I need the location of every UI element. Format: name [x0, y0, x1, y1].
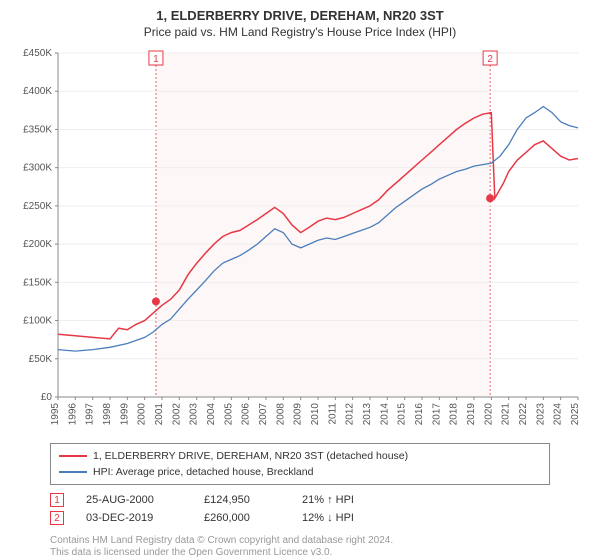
transaction-price: £260,000	[204, 512, 294, 524]
transaction-price: £124,950	[204, 494, 294, 506]
svg-text:2017: 2017	[431, 403, 442, 426]
svg-text:2015: 2015	[397, 403, 408, 426]
chart-legend: 1, ELDERBERRY DRIVE, DEREHAM, NR20 3ST (…	[50, 443, 550, 485]
svg-text:1: 1	[153, 54, 159, 65]
flag-badge: 2	[50, 511, 64, 525]
svg-text:£200K: £200K	[23, 239, 52, 250]
svg-text:2004: 2004	[206, 403, 217, 426]
chart-svg: £0 £50K £100K £150K £200K £250K £300K £350K £400…	[12, 47, 588, 437]
footnote-line: This data is licensed under the Open Gov…	[50, 547, 588, 559]
table-row: 1 25-AUG-2000 £124,950 21% ↑ HPI	[50, 491, 588, 509]
svg-text:2025: 2025	[570, 403, 581, 426]
legend-label: 1, ELDERBERRY DRIVE, DEREHAM, NR20 3ST (…	[93, 450, 408, 462]
svg-text:2008: 2008	[275, 403, 286, 426]
svg-text:2009: 2009	[293, 403, 304, 426]
svg-text:2010: 2010	[310, 403, 321, 426]
footnote-line: Contains HM Land Registry data © Crown c…	[50, 535, 588, 547]
footnote: Contains HM Land Registry data © Crown c…	[50, 535, 588, 559]
svg-text:£350K: £350K	[23, 124, 52, 135]
transactions-table: 1 25-AUG-2000 £124,950 21% ↑ HPI 2 03-DE…	[50, 491, 588, 527]
svg-text:2001: 2001	[154, 403, 165, 426]
svg-text:2014: 2014	[379, 403, 390, 426]
svg-text:1999: 1999	[119, 403, 130, 426]
svg-text:1998: 1998	[102, 403, 113, 426]
svg-text:£400K: £400K	[23, 86, 52, 97]
svg-text:£250K: £250K	[23, 201, 52, 212]
page-subtitle: Price paid vs. HM Land Registry's House …	[12, 25, 588, 39]
svg-text:2023: 2023	[535, 403, 546, 426]
page-title: 1, ELDERBERRY DRIVE, DEREHAM, NR20 3ST	[12, 8, 588, 23]
svg-text:1995: 1995	[50, 403, 61, 426]
svg-text:£0: £0	[41, 392, 53, 403]
svg-text:£150K: £150K	[23, 277, 52, 288]
svg-text:1997: 1997	[85, 403, 96, 426]
transaction-date: 25-AUG-2000	[86, 494, 196, 506]
transaction-delta: 12% ↓ HPI	[302, 512, 412, 524]
svg-text:£100K: £100K	[23, 316, 52, 327]
svg-text:2002: 2002	[171, 403, 182, 426]
svg-text:2013: 2013	[362, 403, 373, 426]
flag-badge: 1	[50, 493, 64, 507]
svg-text:2018: 2018	[449, 403, 460, 426]
legend-item: HPI: Average price, detached house, Brec…	[59, 464, 541, 480]
transaction-date: 03-DEC-2019	[86, 512, 196, 524]
svg-text:2006: 2006	[241, 403, 252, 426]
svg-text:2: 2	[487, 54, 493, 65]
legend-swatch	[59, 471, 87, 473]
svg-text:2019: 2019	[466, 403, 477, 426]
svg-text:£450K: £450K	[23, 48, 52, 59]
table-row: 2 03-DEC-2019 £260,000 12% ↓ HPI	[50, 509, 588, 527]
svg-text:2003: 2003	[189, 403, 200, 426]
svg-text:2016: 2016	[414, 403, 425, 426]
svg-text:2007: 2007	[258, 403, 269, 426]
svg-text:2020: 2020	[483, 403, 494, 426]
svg-text:£300K: £300K	[23, 163, 52, 174]
svg-text:2005: 2005	[223, 403, 234, 426]
legend-item: 1, ELDERBERRY DRIVE, DEREHAM, NR20 3ST (…	[59, 448, 541, 464]
legend-swatch	[59, 455, 87, 457]
svg-text:2011: 2011	[327, 403, 338, 425]
svg-text:2021: 2021	[501, 403, 512, 426]
price-chart: £0 £50K £100K £150K £200K £250K £300K £350K £400…	[12, 47, 588, 437]
svg-text:2022: 2022	[518, 403, 529, 426]
svg-text:1996: 1996	[67, 403, 78, 426]
svg-text:£50K: £50K	[29, 354, 53, 365]
svg-text:2024: 2024	[553, 403, 564, 426]
transaction-delta: 21% ↑ HPI	[302, 494, 412, 506]
svg-text:2000: 2000	[137, 403, 148, 426]
svg-text:2012: 2012	[345, 403, 356, 426]
legend-label: HPI: Average price, detached house, Brec…	[93, 466, 313, 478]
